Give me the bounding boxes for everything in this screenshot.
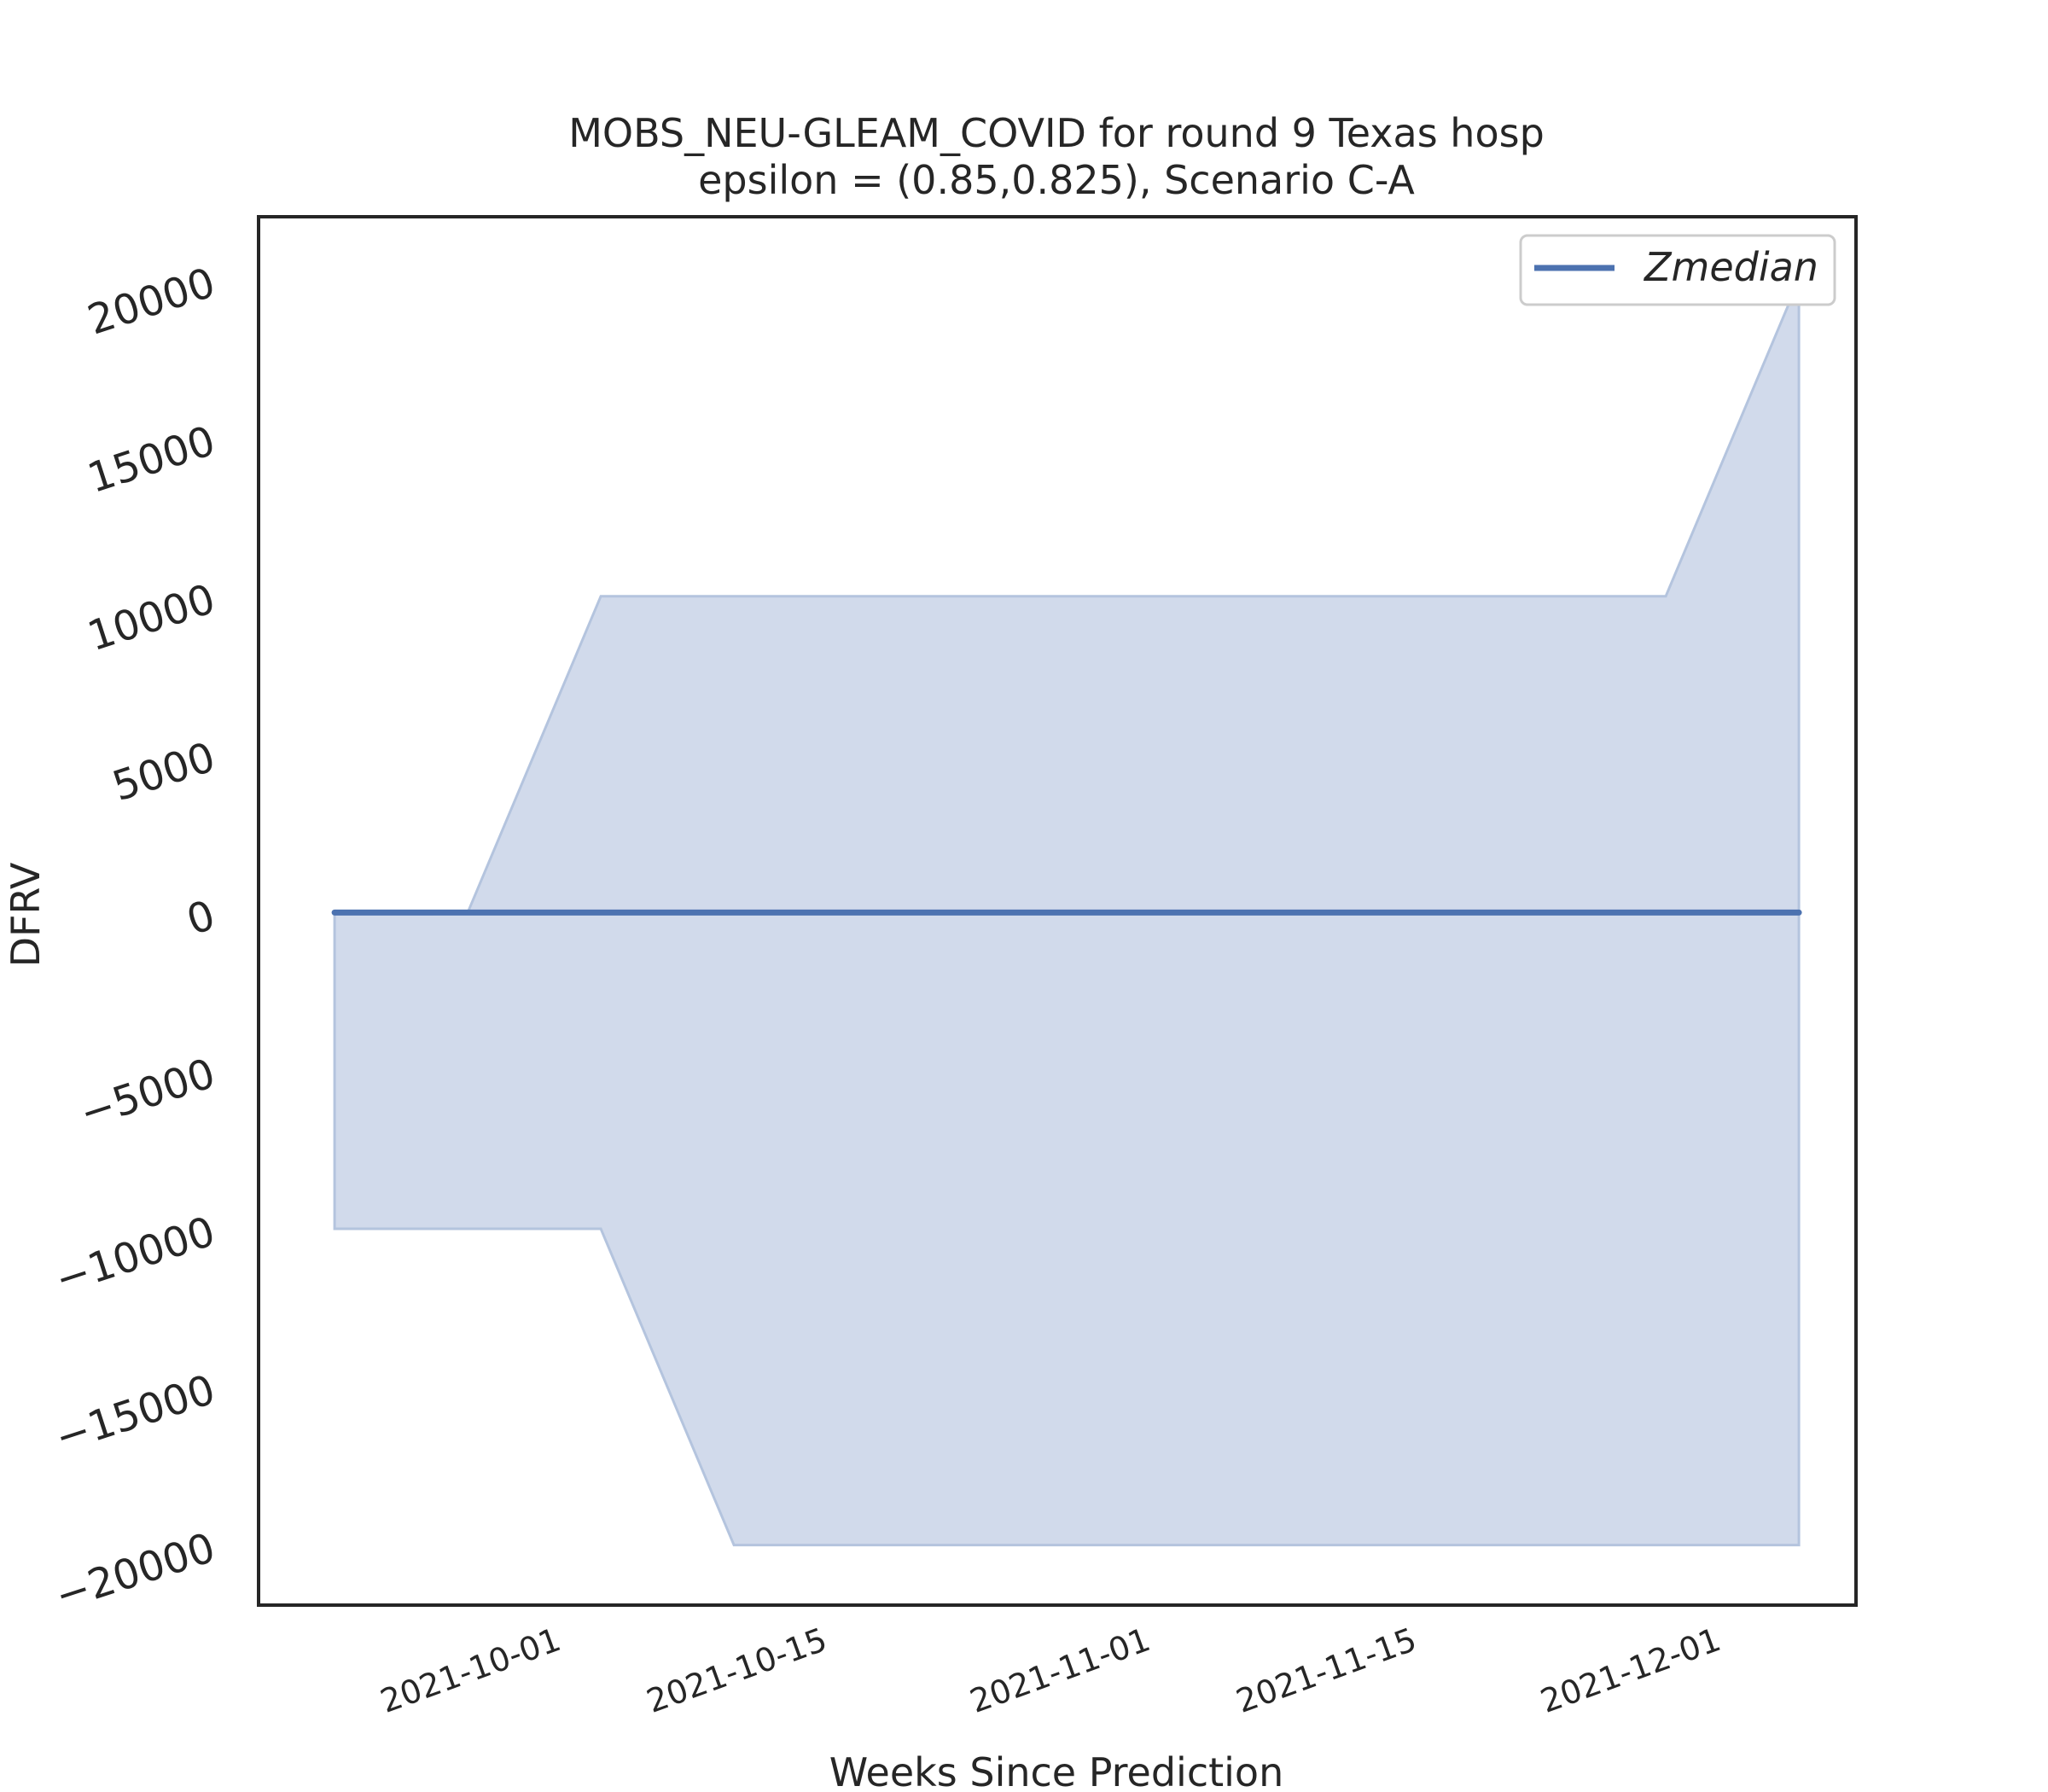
x-tick-label: 2021-11-01 [965,1620,1155,1720]
x-tick-label: 2021-11-15 [1231,1620,1422,1720]
legend-box [1519,234,1836,306]
x-axis-label: Weeks Since Prediction [829,1749,1283,1792]
y-tick-label: −10000 [49,1207,221,1304]
y-tick-label: 20000 [82,259,221,344]
legend-label-zmedian: Zmedian [1643,244,1818,290]
x-tick-labels: 2021-10-01 2021-10-15 2021-11-01 2021-11-15… [375,1620,1725,1720]
y-tick-label: −5000 [74,1050,221,1137]
x-tick-label: 2021-10-01 [375,1620,566,1720]
y-tick-label: −20000 [49,1524,221,1620]
chart-title: MOBS_NEU-GLEAM_COVID for round 9 Texas h… [568,110,1545,156]
y-tick-label: 0 [181,892,220,945]
y-tick-label: −15000 [49,1365,221,1462]
y-tick-label: 10000 [82,575,221,660]
y-tick-label: 5000 [107,733,220,811]
legend: Zmedian [1519,234,1836,306]
x-tick-label: 2021-12-01 [1536,1620,1726,1720]
x-tick-label: 2021-10-15 [642,1620,832,1720]
plot-frame [257,215,1858,1607]
y-tick-label: 15000 [82,417,221,503]
chart-subtitle: epsilon = (0.85,0.825), Scenario C-A [698,157,1415,203]
y-axis-label: DFRV [3,862,49,967]
y-tick-labels: 20000 15000 10000 5000 0 −5000 −10000 −15000 −20… [49,259,221,1620]
